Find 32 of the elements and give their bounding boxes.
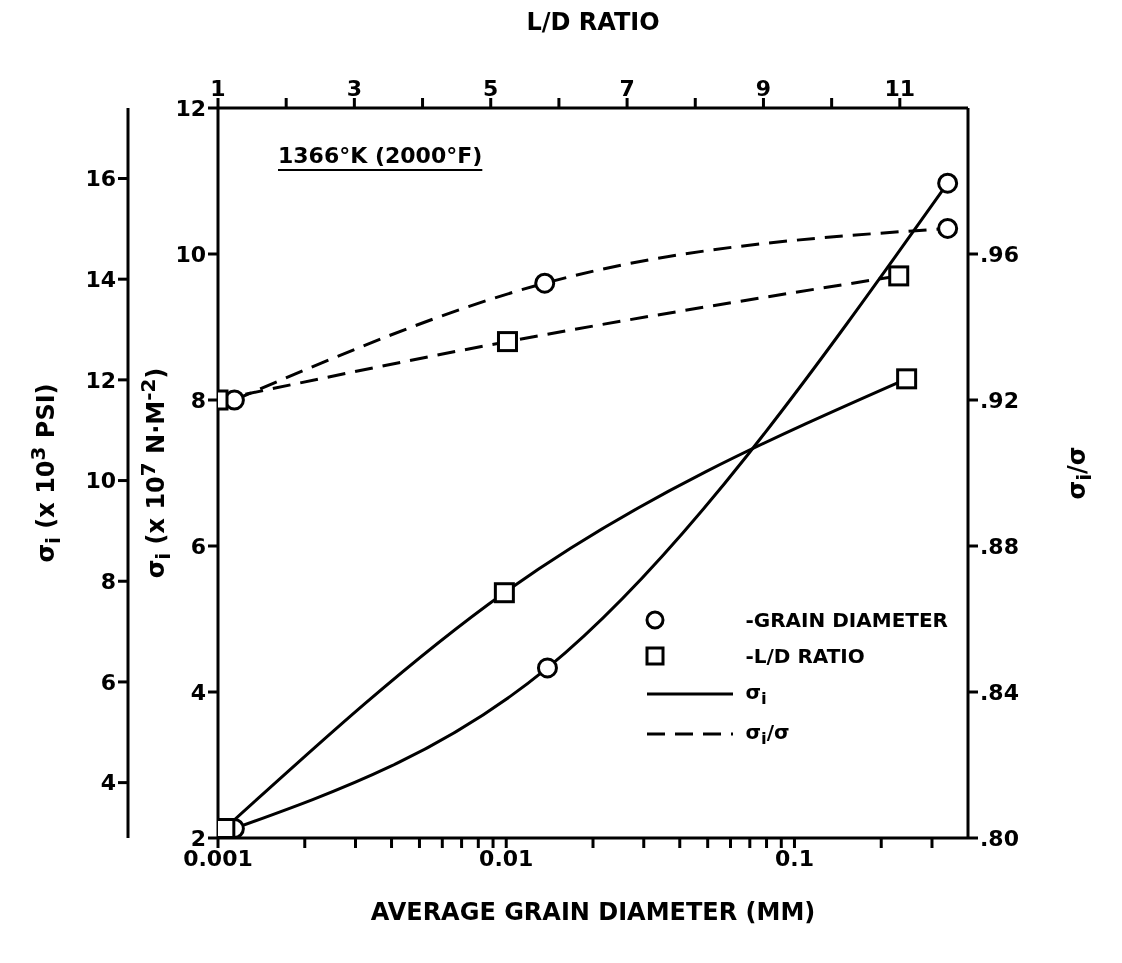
y2-tick-label: .92 — [980, 387, 1019, 413]
x2-tick-label: 9 — [755, 76, 772, 101]
y-tick-label: 12 — [175, 95, 206, 121]
x2-tick-label: 3 — [346, 76, 363, 101]
y3-tick-label: 8 — [100, 569, 116, 595]
annotation: -L/D RATIO — [745, 644, 865, 668]
annotation: 1366°K (2000°F) — [278, 143, 483, 168]
annotation: -GRAIN DIAMETER — [745, 608, 948, 632]
x-axis-title: AVERAGE GRAIN DIAMETER (MM) — [370, 898, 816, 926]
y-tick-label: 6 — [190, 533, 206, 559]
y2-tick-label: .84 — [980, 679, 1019, 705]
y3-tick-label: 14 — [85, 266, 116, 292]
y3-tick-label: 6 — [100, 669, 116, 695]
x-tick-label: 0.01 — [479, 845, 534, 871]
x2-tick-label: 1 — [210, 76, 226, 101]
y3-tick-label: 12 — [85, 367, 116, 393]
y3-tick-label: 16 — [85, 166, 116, 192]
y2-tick-label: .80 — [980, 825, 1019, 851]
y3-tick-label: 4 — [100, 770, 116, 796]
x2-tick-label: 11 — [884, 76, 916, 101]
x-tick-label: 0.1 — [774, 845, 814, 871]
x2-axis-title: L/D RATIO — [526, 8, 660, 36]
y2-tick-label: .96 — [980, 241, 1019, 267]
annotation: σ$_{i}$ — [745, 680, 767, 708]
x2-tick-label: 7 — [619, 76, 635, 101]
y-tick-label: 10 — [175, 241, 206, 267]
y-tick-label: 8 — [190, 387, 206, 413]
x2-tick-label: 5 — [483, 76, 499, 101]
annotation: σ$_{i}$/σ — [745, 720, 790, 748]
y2-tick-label: .88 — [980, 533, 1019, 559]
y-tick-label: 4 — [190, 679, 206, 705]
y3-tick-label: 10 — [85, 468, 116, 494]
